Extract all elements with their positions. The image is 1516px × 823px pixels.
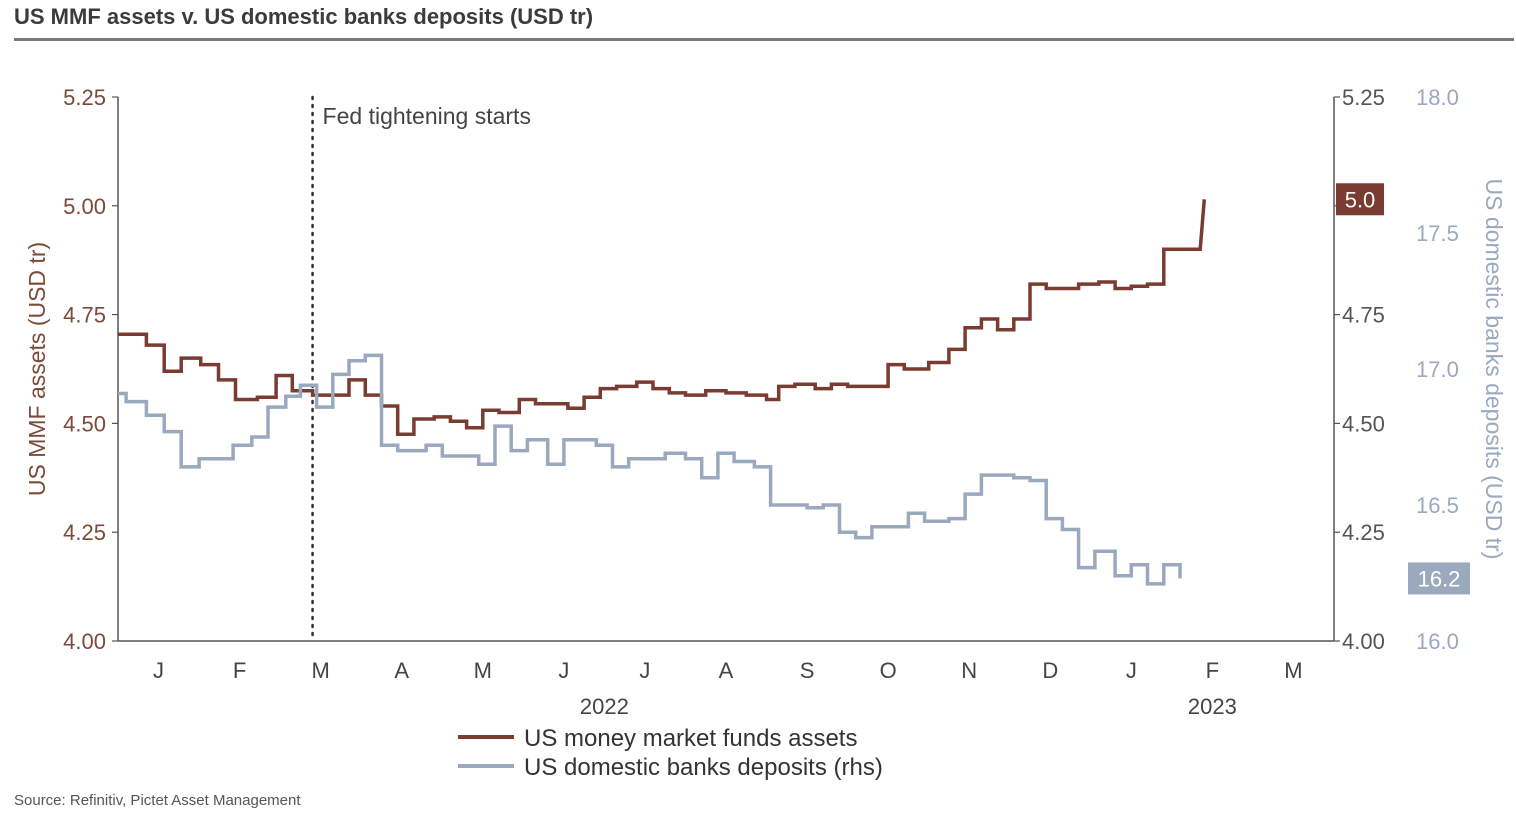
x-tick-label: S: [800, 658, 815, 683]
x-tick-label: A: [394, 658, 409, 683]
legend-label: US domestic banks deposits (rhs): [524, 754, 883, 781]
x-tick-label: J: [558, 658, 569, 683]
x-tick-label: J: [639, 658, 650, 683]
mmf-end-label-box: [1336, 183, 1384, 216]
x-year-label: 2022: [580, 694, 629, 719]
deposits-end-label-box: [1408, 562, 1470, 595]
right-deposit-tick-label: 16.5: [1416, 493, 1459, 518]
right-mmf-tick-label: 4.25: [1342, 520, 1385, 545]
right-deposit-tick-label: 17.5: [1416, 221, 1459, 246]
x-tick-label: O: [880, 658, 897, 683]
series-group: [118, 199, 1207, 586]
x-tick-label: J: [153, 658, 164, 683]
x-tick-label: A: [719, 658, 734, 683]
right-mmf-tick-label: 4.50: [1342, 411, 1385, 436]
x-tick-label: M: [474, 658, 492, 683]
annotation-group: Fed tightening starts: [311, 95, 531, 643]
deposits-end-label: 16.2: [1418, 566, 1461, 591]
x-tick-label: F: [233, 658, 246, 683]
right-deposit-tick-label: 17.0: [1416, 357, 1459, 382]
chart-title: US MMF assets v. US domestic banks depos…: [14, 4, 594, 29]
left-tick-label: 4.50: [63, 411, 106, 436]
right-mmf-tick-label: 5.25: [1342, 85, 1385, 110]
x-year-label: 2023: [1188, 694, 1237, 719]
left-tick-label: 4.25: [63, 520, 106, 545]
x-tick-label: F: [1206, 658, 1219, 683]
left-tick-label: 5.00: [63, 194, 106, 219]
mmf-assets-line: [118, 199, 1207, 437]
x-tick-label: M: [312, 658, 330, 683]
left-tick-label: 4.75: [63, 303, 106, 328]
title-divider: [14, 38, 1514, 41]
right-deposit-tick-label: 16.0: [1416, 629, 1459, 654]
right-axis-title: US domestic banks deposits (USD tr): [1481, 179, 1507, 560]
mmf-end-label: 5.0: [1345, 187, 1376, 212]
axes-group: 4.00 4.25 4.50 4.75 5.00 5.25 4.00 4.25 4.50 4.75…: [24, 85, 1507, 719]
end-labels-group: 5.0 16.2: [1336, 183, 1470, 595]
fed-tightening-annotation: Fed tightening starts: [323, 103, 531, 129]
legend-label: US money market funds assets: [524, 725, 857, 752]
right-mmf-tick-label: 4.00: [1342, 629, 1385, 654]
left-tick-label: 4.00: [63, 629, 106, 654]
left-tick-label: 5.25: [63, 85, 106, 110]
right-deposit-tick-label: 18.0: [1416, 85, 1459, 110]
source-note: Source: Refinitiv, Pictet Asset Manageme…: [14, 792, 301, 809]
left-axis-title: US MMF assets (USD tr): [24, 242, 50, 496]
x-tick-label: J: [1126, 658, 1137, 683]
bank-deposits-line: [118, 353, 1182, 586]
x-tick-label: N: [961, 658, 977, 683]
x-tick-label: D: [1042, 658, 1058, 683]
chart: 4.00 4.25 4.50 4.75 5.00 5.25 4.00 4.25 4.50 4.75…: [24, 85, 1507, 781]
right-mmf-tick-label: 4.75: [1342, 303, 1385, 328]
x-tick-label: M: [1284, 658, 1302, 683]
